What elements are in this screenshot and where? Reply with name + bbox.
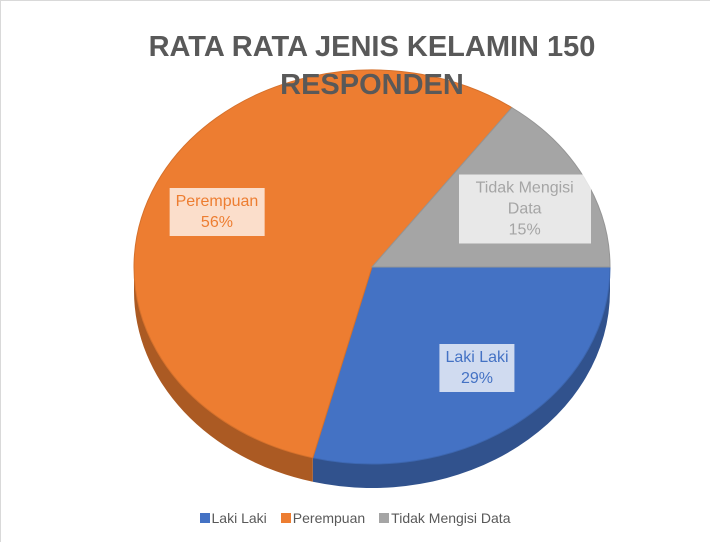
data-label-category: Laki Laki xyxy=(445,349,509,367)
legend-item: Tidak Mengisi Data xyxy=(379,510,510,526)
data-label: Laki Laki 29% xyxy=(439,344,515,393)
data-label: Perempuan 56% xyxy=(169,188,265,237)
legend-item: Perempuan xyxy=(280,510,366,526)
legend-swatch xyxy=(199,513,210,523)
legend-label: Tidak Mengisi Data xyxy=(391,510,511,526)
legend-label: Perempuan xyxy=(292,510,366,526)
data-label-value: 29% xyxy=(461,370,494,388)
data-label-category: Perempuan xyxy=(175,193,259,211)
legend: Laki Laki Perempuan Tidak Mengisi Data xyxy=(0,510,710,526)
data-label-value: 15% xyxy=(508,221,541,239)
pie-slice xyxy=(133,69,513,459)
data-label: Tidak Mengisi Data 15% xyxy=(458,174,591,244)
legend-swatch xyxy=(280,513,291,523)
chart-title: RATA RATA JENIS KELAMIN 150 RESPONDEN xyxy=(148,31,596,101)
legend-label: Laki Laki xyxy=(211,510,267,526)
legend-swatch xyxy=(379,513,390,523)
data-label-value: 56% xyxy=(200,214,233,232)
data-label-category: Tidak Mengisi Data xyxy=(475,179,574,218)
legend-item: Laki Laki xyxy=(199,510,267,526)
pie-side xyxy=(134,267,313,482)
pie-side xyxy=(312,267,610,488)
